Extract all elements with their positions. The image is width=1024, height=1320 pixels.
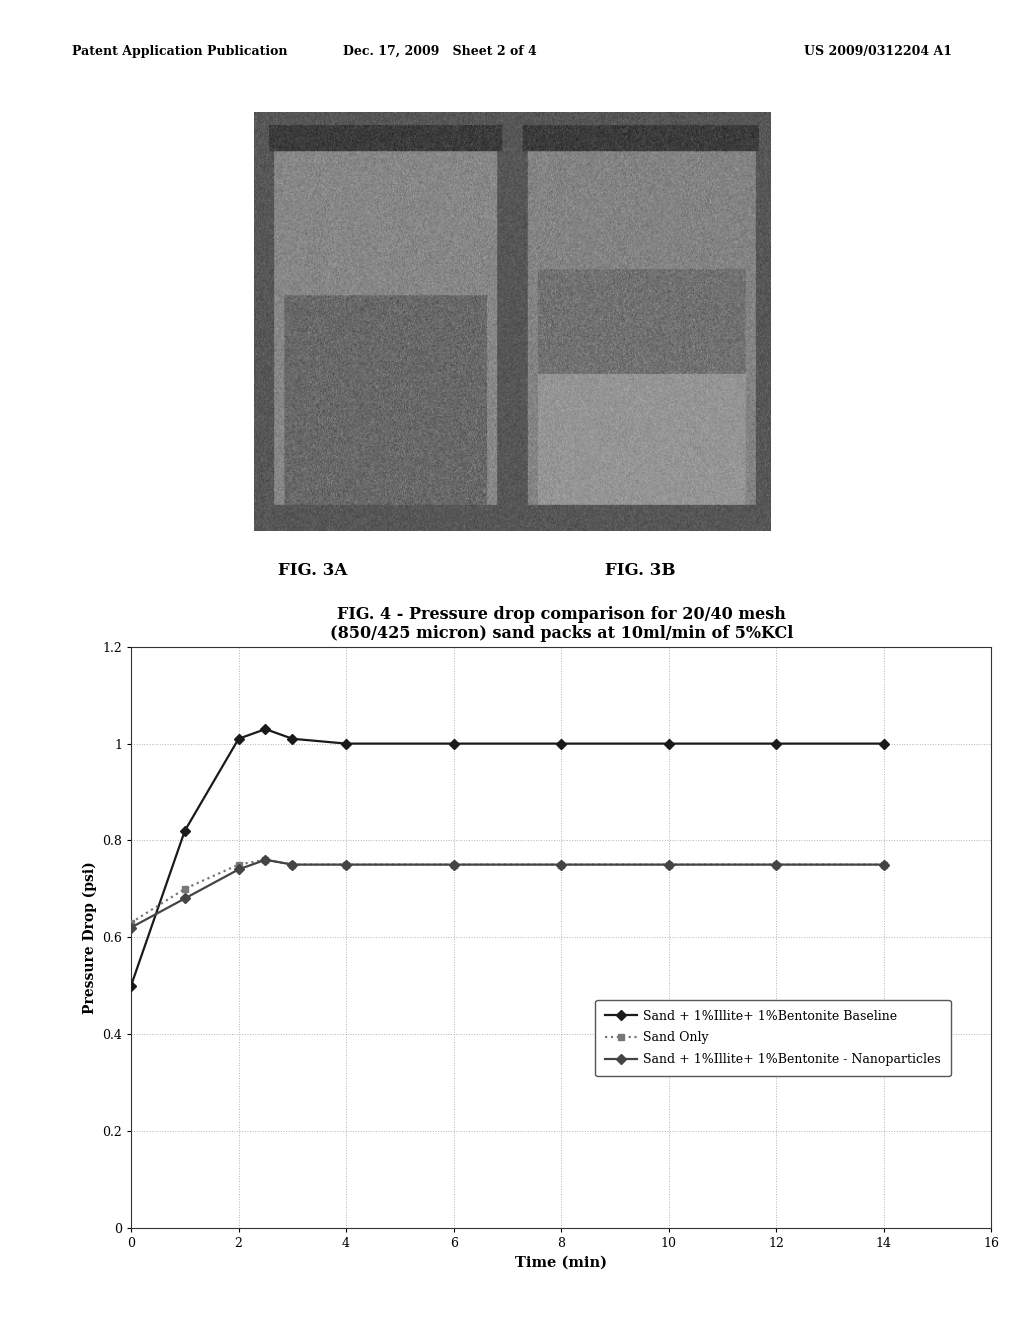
Sand + 1%Illite+ 1%Bentonite Baseline [663,735,675,751]
Sand Only [125,915,137,931]
Sand Only [663,857,675,873]
Sand Only [232,857,245,873]
Sand Only [878,857,890,873]
Text: Dec. 17, 2009   Sheet 2 of 4: Dec. 17, 2009 Sheet 2 of 4 [343,45,538,58]
Line: Sand + 1%Illite+ 1%Bentonite Baseline: Sand + 1%Illite+ 1%Bentonite Baseline [128,726,887,989]
Line: Sand + 1%Illite+ 1%Bentonite - Nanoparticles: Sand + 1%Illite+ 1%Bentonite - Nanoparti… [128,857,887,931]
Text: FIG. 3B: FIG. 3B [605,562,675,579]
Sand Only [286,857,299,873]
Sand + 1%Illite+ 1%Bentonite Baseline [232,731,245,747]
Sand + 1%Illite+ 1%Bentonite - Nanoparticles [259,851,271,867]
Text: Patent Application Publication: Patent Application Publication [72,45,287,58]
Sand + 1%Illite+ 1%Bentonite Baseline [878,735,890,751]
Title: FIG. 4 - Pressure drop comparison for 20/40 mesh
(850/425 micron) sand packs at : FIG. 4 - Pressure drop comparison for 20… [330,606,793,643]
Sand + 1%Illite+ 1%Bentonite - Nanoparticles [770,857,782,873]
Sand Only [340,857,352,873]
Sand + 1%Illite+ 1%Bentonite - Nanoparticles [178,891,190,907]
Sand Only [259,851,271,867]
Sand Only [447,857,460,873]
Sand + 1%Illite+ 1%Bentonite - Nanoparticles [286,857,299,873]
Text: FIG. 3A: FIG. 3A [278,562,347,579]
Sand Only [555,857,567,873]
Sand + 1%Illite+ 1%Bentonite - Nanoparticles [663,857,675,873]
X-axis label: Time (min): Time (min) [515,1255,607,1270]
Line: Sand Only: Sand Only [128,857,887,927]
Sand + 1%Illite+ 1%Bentonite - Nanoparticles [125,920,137,936]
Sand + 1%Illite+ 1%Bentonite Baseline [447,735,460,751]
Sand + 1%Illite+ 1%Bentonite - Nanoparticles [555,857,567,873]
Sand + 1%Illite+ 1%Bentonite Baseline [178,822,190,838]
Sand Only [770,857,782,873]
Sand + 1%Illite+ 1%Bentonite - Nanoparticles [232,862,245,878]
Sand + 1%Illite+ 1%Bentonite Baseline [286,731,299,747]
Sand + 1%Illite+ 1%Bentonite Baseline [340,735,352,751]
Sand Only [178,880,190,896]
Sand + 1%Illite+ 1%Bentonite - Nanoparticles [340,857,352,873]
Sand + 1%Illite+ 1%Bentonite Baseline [555,735,567,751]
Sand + 1%Illite+ 1%Bentonite Baseline [125,978,137,994]
Text: US 2009/0312204 A1: US 2009/0312204 A1 [804,45,952,58]
Sand + 1%Illite+ 1%Bentonite Baseline [770,735,782,751]
Y-axis label: Pressure Drop (psi): Pressure Drop (psi) [82,861,96,1014]
Sand + 1%Illite+ 1%Bentonite - Nanoparticles [878,857,890,873]
Sand + 1%Illite+ 1%Bentonite - Nanoparticles [447,857,460,873]
Legend: Sand + 1%Illite+ 1%Bentonite Baseline, Sand Only, Sand + 1%Illite+ 1%Bentonite -: Sand + 1%Illite+ 1%Bentonite Baseline, S… [595,999,950,1076]
Sand + 1%Illite+ 1%Bentonite Baseline [259,721,271,737]
